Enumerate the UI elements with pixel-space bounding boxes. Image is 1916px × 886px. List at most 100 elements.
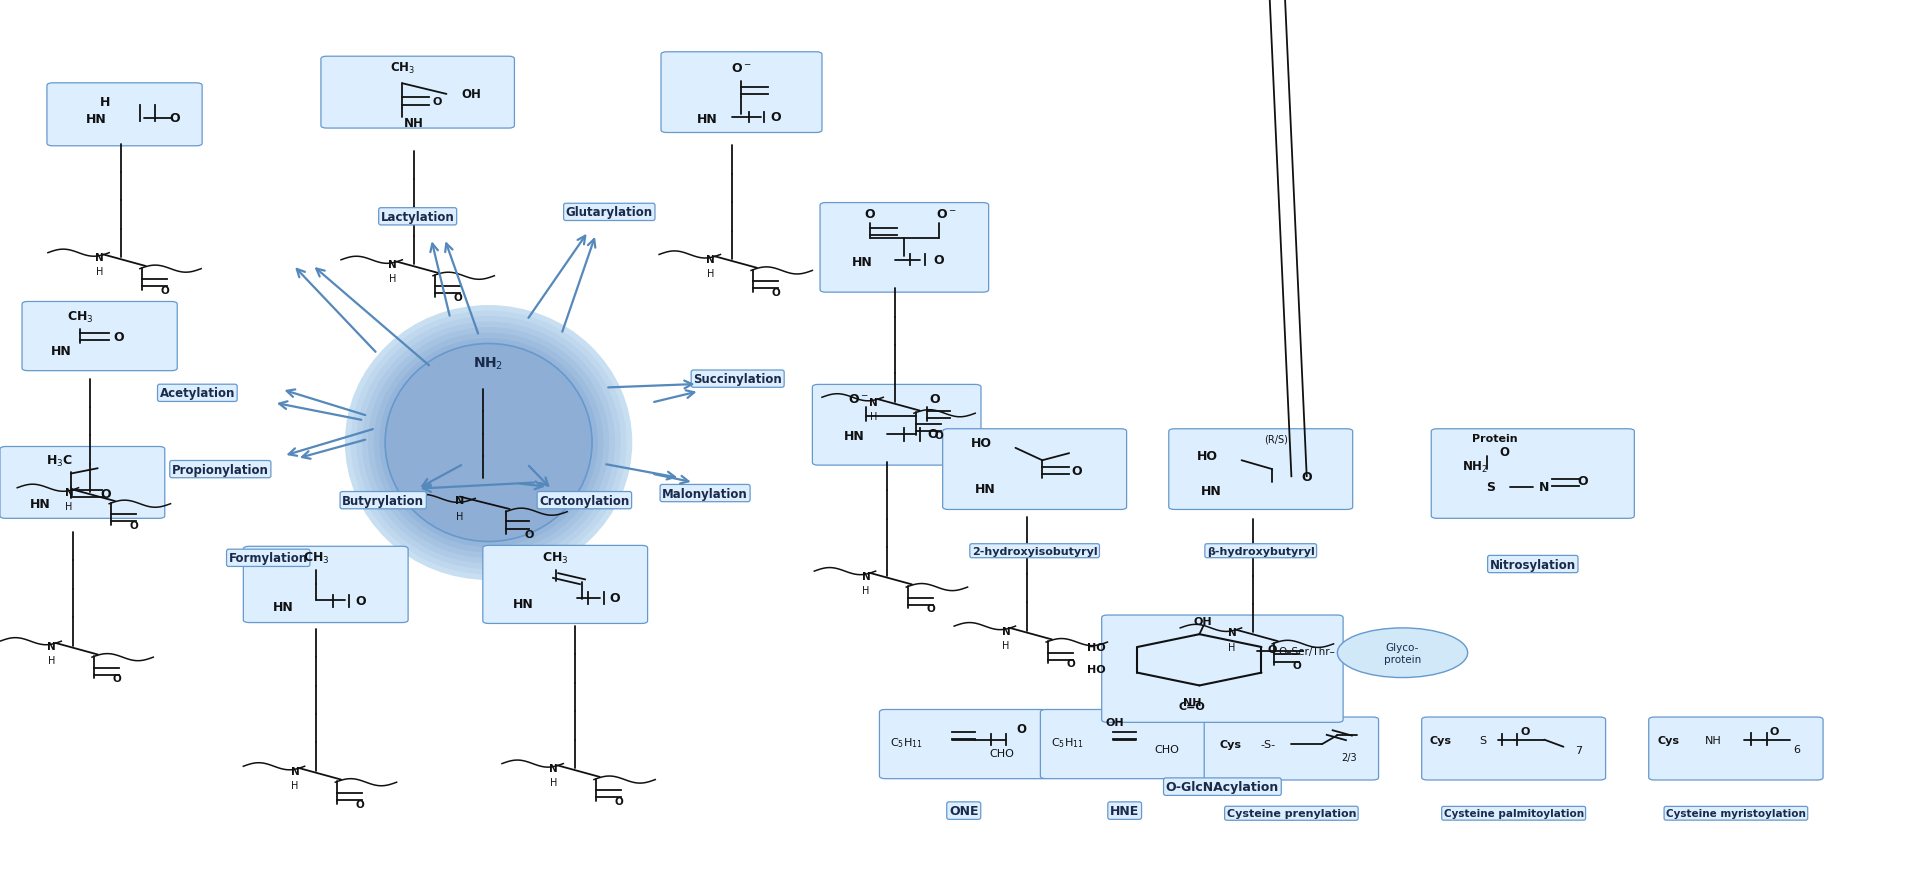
Text: CH$_3$: CH$_3$ [67, 309, 94, 325]
Text: HO: HO [1198, 450, 1217, 462]
Text: O: O [933, 254, 945, 267]
Text: H: H [862, 585, 870, 595]
Ellipse shape [345, 306, 632, 580]
Text: O: O [1301, 470, 1312, 483]
Text: O: O [1067, 658, 1075, 669]
Text: OH: OH [1106, 717, 1125, 727]
Ellipse shape [356, 316, 621, 570]
Text: N: N [707, 254, 715, 265]
Text: NH: NH [1182, 697, 1201, 708]
Text: O: O [1015, 722, 1027, 734]
Text: S: S [1479, 734, 1487, 745]
FancyBboxPatch shape [1102, 615, 1343, 723]
FancyBboxPatch shape [1648, 718, 1822, 781]
Text: O: O [169, 113, 180, 125]
Text: Protein: Protein [1471, 433, 1517, 444]
Text: O: O [864, 208, 876, 221]
Text: O: O [927, 603, 935, 614]
Text: 6: 6 [1793, 743, 1801, 754]
Text: N: N [550, 763, 558, 773]
Text: O: O [1770, 726, 1778, 736]
Text: Succinylation: Succinylation [694, 373, 782, 385]
Text: Cysteine prenylation: Cysteine prenylation [1226, 808, 1357, 819]
Text: Glutarylation: Glutarylation [565, 206, 653, 219]
Text: O: O [927, 428, 939, 440]
Text: HO: HO [1086, 664, 1106, 674]
Text: NH$_2$: NH$_2$ [1462, 459, 1489, 475]
Text: H: H [100, 96, 111, 108]
Text: NH: NH [404, 117, 423, 129]
Text: HN: HN [274, 601, 293, 613]
Text: O: O [772, 287, 780, 298]
FancyBboxPatch shape [48, 84, 203, 147]
Text: NH: NH [1705, 734, 1721, 745]
Text: O: O [770, 112, 782, 124]
Text: H: H [550, 777, 558, 788]
Text: H: H [389, 274, 397, 284]
Text: Cys: Cys [1429, 734, 1452, 745]
Text: HN: HN [513, 598, 533, 610]
Text: N: N [1539, 481, 1550, 494]
Text: O: O [100, 487, 111, 500]
Text: N: N [870, 397, 878, 408]
Text: H$_3$C: H$_3$C [46, 453, 73, 469]
Text: O$^-$: O$^-$ [732, 62, 751, 74]
Text: HN: HN [845, 430, 864, 442]
Text: O: O [1293, 660, 1301, 671]
Text: HO: HO [1086, 642, 1106, 653]
Text: Cysteine myristoylation: Cysteine myristoylation [1665, 808, 1807, 819]
Text: H: H [96, 267, 103, 277]
FancyBboxPatch shape [23, 302, 176, 371]
Text: O: O [354, 595, 366, 607]
Text: H: H [870, 411, 878, 422]
FancyBboxPatch shape [1205, 718, 1380, 781]
Text: O: O [113, 330, 125, 343]
Ellipse shape [362, 323, 615, 563]
Text: Cys: Cys [1219, 739, 1242, 750]
Text: N: N [1002, 626, 1010, 636]
Text: Butyrylation: Butyrylation [343, 494, 423, 507]
FancyBboxPatch shape [820, 204, 989, 292]
Text: CHO: CHO [1155, 743, 1178, 754]
Text: O: O [454, 292, 462, 303]
Text: N: N [48, 641, 56, 651]
Ellipse shape [385, 344, 592, 542]
Text: Propionylation: Propionylation [172, 463, 268, 476]
Ellipse shape [1337, 628, 1468, 678]
Text: Acetylation: Acetylation [159, 387, 236, 400]
Ellipse shape [379, 338, 598, 548]
Text: Crotonylation: Crotonylation [538, 494, 630, 507]
Text: O: O [1071, 465, 1083, 478]
Text: CH$_3$: CH$_3$ [389, 60, 416, 76]
Text: CHO: CHO [991, 748, 1014, 758]
FancyBboxPatch shape [1422, 718, 1606, 781]
Text: O: O [356, 798, 364, 809]
Text: 2-hydroxyisobutyryl: 2-hydroxyisobutyryl [971, 546, 1098, 556]
Text: C$_5$H$_{11}$: C$_5$H$_{11}$ [1050, 735, 1084, 750]
Text: HN: HN [975, 483, 994, 495]
Text: N: N [1228, 627, 1236, 638]
Text: H: H [291, 780, 299, 790]
Text: O: O [161, 285, 169, 296]
FancyBboxPatch shape [661, 53, 822, 134]
Text: N: N [862, 571, 870, 581]
Text: 2/3: 2/3 [1341, 752, 1357, 763]
Text: N: N [65, 487, 73, 498]
Text: N: N [389, 260, 397, 270]
Text: HO: HO [971, 437, 991, 449]
Text: O: O [113, 673, 121, 684]
Text: H: H [48, 655, 56, 665]
FancyBboxPatch shape [320, 58, 513, 129]
Text: Lactylation: Lactylation [381, 211, 454, 223]
Text: O: O [615, 796, 623, 806]
Text: (R/S): (R/S) [1265, 433, 1288, 444]
Text: O: O [525, 529, 533, 540]
Text: O$^-$: O$^-$ [937, 208, 956, 221]
Text: N: N [291, 766, 299, 776]
Text: ONE: ONE [948, 804, 979, 817]
FancyBboxPatch shape [812, 385, 981, 466]
Text: Glyco-
protein: Glyco- protein [1383, 642, 1422, 664]
FancyBboxPatch shape [1431, 430, 1634, 519]
Text: β-hydroxybutyryl: β-hydroxybutyryl [1207, 546, 1314, 556]
Ellipse shape [374, 333, 604, 553]
